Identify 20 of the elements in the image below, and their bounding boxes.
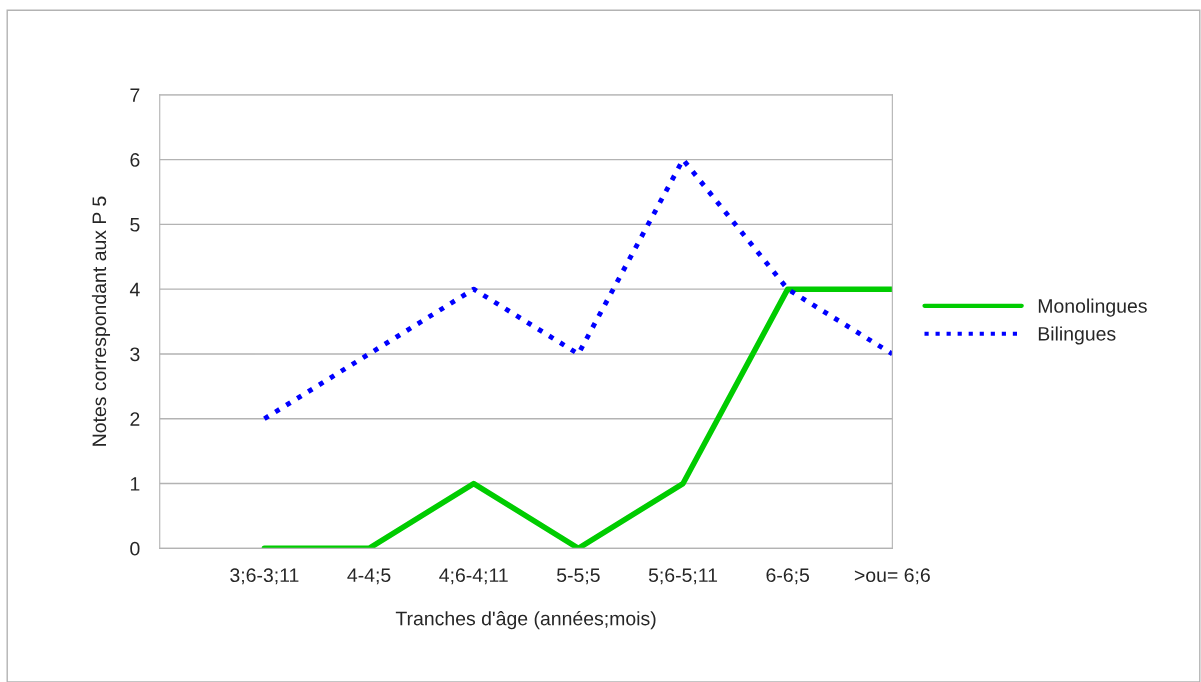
- x-tick-label: >ou= 6;6: [854, 568, 930, 585]
- y-tick-label: 1: [130, 477, 140, 491]
- y-tick-label: 4: [129, 282, 140, 297]
- x-tick-label: 5;6-5;11: [648, 568, 718, 585]
- y-tick-label: 6: [130, 153, 140, 167]
- x-tick-label: 4;6-4;11: [439, 568, 508, 585]
- x-tick-label: 3;6-3;11: [230, 568, 299, 585]
- text: Monolingues: [1038, 298, 1147, 317]
- x-tick-label: 4-4;5: [347, 568, 391, 585]
- y-tick-label: 5: [130, 218, 140, 232]
- y-axis-title: Notes correspondant aux P 5: [91, 196, 111, 446]
- text: Bilingues: [1038, 326, 1116, 345]
- y-tick-label: 7: [130, 88, 140, 102]
- x-axis-title: Tranches d'âge (années;mois): [395, 610, 656, 630]
- y-tick-label: 2: [130, 412, 140, 426]
- x-tick-label: 5-5;5: [556, 568, 600, 585]
- x-tick-label: 6-6;5: [766, 568, 810, 585]
- line-series: [261, 157, 893, 422]
- y-tick-label: 3: [130, 347, 140, 362]
- y-tick-label: 0: [130, 541, 140, 556]
